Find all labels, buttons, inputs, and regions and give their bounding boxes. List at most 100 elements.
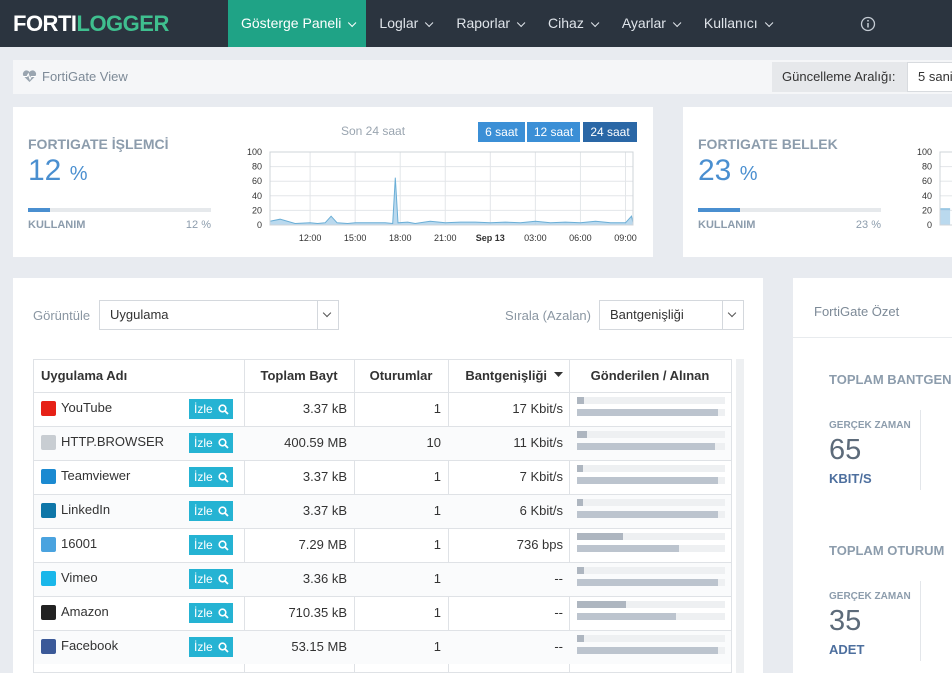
section-unit: KBIT/S — [829, 471, 872, 486]
y-tick-label: 100 — [917, 147, 932, 157]
x-tick-label: 09:00 — [614, 233, 637, 243]
section-title: TOPLAM BANTGENİŞLİĞİ — [829, 372, 952, 387]
section-title: TOPLAM OTURUM — [829, 543, 945, 558]
total-bytes: 400.59 MB — [284, 435, 347, 450]
bandwidth: 17 Kbit/s — [512, 401, 563, 416]
sessions: 1 — [433, 639, 441, 654]
received-bar — [577, 477, 718, 484]
search-icon — [218, 642, 229, 653]
received-bar — [577, 511, 718, 518]
bandwidth: 11 Kbit/s — [513, 435, 563, 450]
memory-progress — [698, 208, 741, 212]
cpu-number: 12 — [28, 154, 62, 187]
app-icon — [41, 537, 56, 552]
sort-label: Sırala (Azalan) — [505, 308, 591, 323]
memory-usage-text: 23 % — [855, 219, 881, 231]
nav-item[interactable]: Ayarlar — [609, 0, 691, 47]
view-label: Görüntüle — [33, 308, 91, 323]
plot-frame — [269, 151, 634, 226]
range-button[interactable]: 6 saat — [478, 122, 525, 142]
cpu-unit: % — [69, 163, 88, 185]
watch-button[interactable]: İzle — [189, 603, 233, 623]
app-name: Facebook — [61, 638, 119, 653]
section-value: 35 — [829, 605, 862, 637]
watch-button[interactable]: İzle — [189, 433, 233, 453]
y-tick-label: 0 — [257, 220, 262, 230]
app-icon — [41, 401, 56, 416]
nav-item[interactable]: Cihaz — [535, 0, 609, 47]
column-header: Bantgenişliği — [465, 368, 547, 383]
sessions: 1 — [433, 401, 441, 416]
interval-value[interactable]: 5 saniye — [918, 69, 952, 84]
bandwidth: 6 Kbit/s — [519, 503, 563, 518]
sort-indicator — [554, 372, 563, 377]
x-tick-label: 12:00 — [299, 233, 322, 243]
area — [270, 177, 633, 225]
nav-item[interactable]: Gösterge Paneli — [228, 0, 367, 47]
summary-title: FortiGate Özet — [814, 304, 900, 319]
bar-track — [577, 567, 725, 574]
interval-select[interactable] — [907, 62, 952, 92]
bar-track — [577, 465, 725, 472]
nav-item[interactable]: Raporlar — [443, 0, 535, 47]
search-icon — [218, 506, 229, 517]
sessions: 1 — [433, 605, 441, 620]
total-bytes: 710.35 kB — [288, 605, 347, 620]
app-name: HTTP.BROWSER — [61, 434, 165, 449]
search-icon — [218, 540, 229, 551]
memory-number: 23 — [698, 154, 732, 187]
nav-item[interactable]: Kullanıcı — [691, 0, 783, 47]
sent-bar — [577, 601, 626, 608]
row-divider — [33, 528, 732, 529]
search-icon — [218, 472, 229, 483]
y-tick-label: 20 — [922, 205, 932, 215]
area — [940, 208, 951, 225]
logo[interactable]: FORTILOGGER — [13, 11, 169, 37]
range-button[interactable]: 12 saat — [527, 122, 580, 142]
search-icon — [218, 404, 229, 415]
sent-bar — [577, 397, 585, 404]
app-icon — [41, 469, 56, 484]
scrollbar[interactable] — [736, 359, 744, 673]
total-bytes: 3.37 kB — [302, 503, 347, 518]
view-select[interactable]: Uygulama — [99, 300, 339, 330]
x-tick-label: 15:00 — [344, 233, 367, 243]
line — [269, 177, 634, 225]
watch-button[interactable]: İzle — [189, 637, 233, 657]
watch-button[interactable]: İzle — [189, 399, 233, 419]
nav-label[interactable]: Loglar — [379, 15, 419, 31]
cpu-usage-label: KULLANIM — [28, 219, 86, 231]
app-icon — [41, 639, 56, 654]
memory-card — [683, 107, 952, 257]
bandwidth: 736 bps — [516, 537, 563, 552]
cpu-value: 12 % — [28, 154, 88, 188]
nav-label[interactable]: Raporlar — [456, 15, 511, 31]
column-header: Gönderilen / Alınan — [590, 368, 710, 383]
watch-button[interactable]: İzle — [189, 501, 233, 521]
divider — [920, 410, 921, 490]
row-divider — [33, 392, 732, 393]
info-icon[interactable] — [860, 16, 876, 32]
watch-button[interactable]: İzle — [189, 569, 233, 589]
nav-item[interactable]: Loglar — [366, 0, 443, 47]
search-icon — [218, 574, 229, 585]
range-button[interactable]: 24 saat — [583, 122, 637, 142]
bar-track — [577, 499, 725, 506]
section-value: 65 — [829, 434, 862, 466]
y-tick-label: 60 — [922, 176, 932, 186]
y-tick-label: 40 — [252, 191, 262, 201]
heart-icon — [22, 70, 37, 82]
app-icon — [41, 503, 56, 518]
watch-button[interactable]: İzle — [189, 467, 233, 487]
row-divider — [33, 562, 732, 563]
nav-label[interactable]: Gösterge Paneli — [241, 15, 342, 31]
app-name: 16001 — [61, 536, 98, 551]
summary-card — [793, 278, 952, 673]
row-divider — [33, 426, 732, 427]
sort-select[interactable]: Bantgenişliği — [599, 300, 744, 330]
nav-label[interactable]: Cihaz — [548, 15, 584, 31]
sessions: 1 — [433, 571, 441, 586]
nav-label[interactable]: Ayarlar — [621, 15, 666, 31]
nav-label[interactable]: Kullanıcı — [703, 15, 758, 31]
watch-button[interactable]: İzle — [189, 535, 233, 555]
